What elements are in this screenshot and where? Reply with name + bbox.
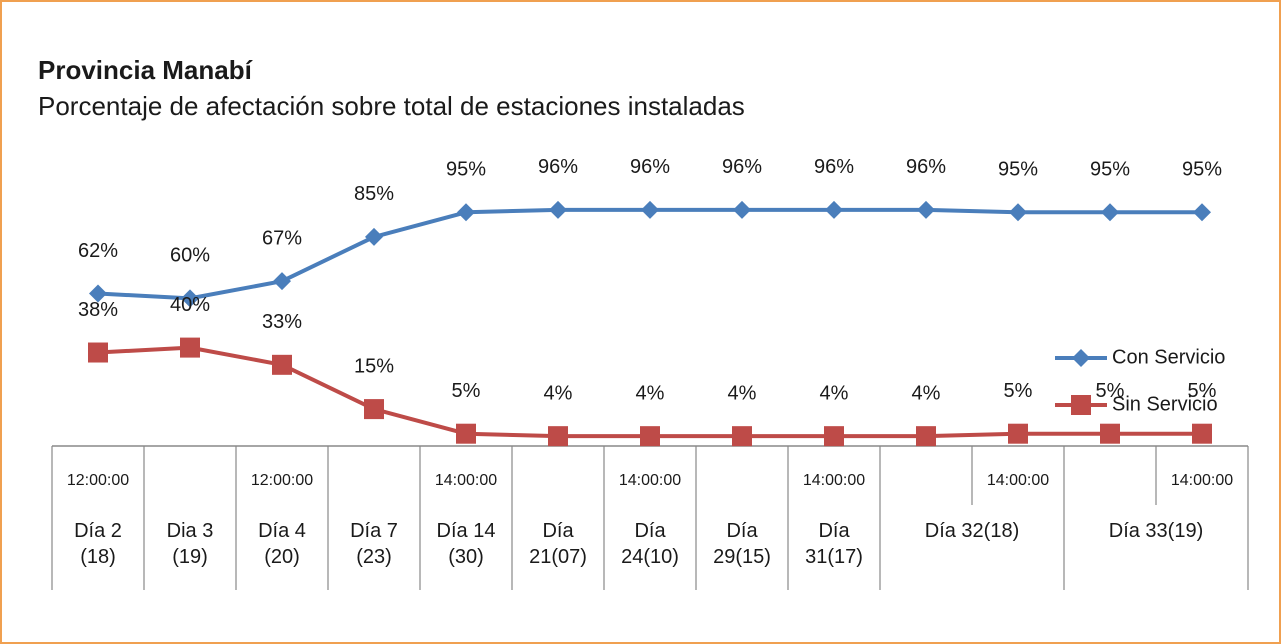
data-point	[825, 200, 843, 219]
x-group-label: Día 4 (20)	[258, 520, 306, 568]
data-label: 5%	[452, 380, 481, 402]
data-point	[272, 354, 292, 375]
data-point	[917, 200, 935, 219]
series-line	[97, 207, 1202, 301]
data-point	[273, 272, 291, 291]
x-group-label: Día 2 (18)	[74, 520, 122, 568]
data-label: 96%	[906, 156, 946, 178]
x-tick-label: 14:00:00	[434, 472, 498, 489]
data-point	[180, 337, 200, 358]
x-tick-label: 14:00:00	[1170, 472, 1234, 489]
data-label: 4%	[912, 382, 941, 404]
data-label: 96%	[722, 156, 762, 178]
data-point	[1008, 423, 1028, 444]
data-point	[733, 200, 751, 219]
x-group-label: Dia 3 (19)	[166, 520, 214, 568]
data-point	[1009, 203, 1027, 222]
data-label: 96%	[814, 156, 854, 178]
data-label: 95%	[446, 159, 486, 181]
data-label: 4%	[728, 382, 757, 404]
data-point	[1193, 203, 1211, 222]
chart-title: Provincia Manabí	[38, 55, 253, 85]
legend-marker	[1071, 395, 1091, 415]
data-point	[548, 426, 568, 447]
data-label: 15%	[354, 355, 394, 377]
x-group-label: Día 7 (23)	[350, 520, 398, 568]
data-label: 96%	[630, 156, 670, 178]
data-point	[824, 426, 844, 447]
data-label: 4%	[636, 382, 665, 404]
x-tick-label: 14:00:00	[618, 472, 682, 489]
data-label: 5%	[1096, 380, 1125, 402]
data-label: 60%	[170, 245, 210, 267]
x-group-label: Día 14 (30)	[436, 520, 496, 568]
data-point	[88, 342, 108, 363]
data-label: 95%	[1182, 159, 1222, 181]
legend-marker	[1072, 349, 1090, 367]
data-point	[1101, 203, 1119, 222]
data-point	[1100, 423, 1120, 444]
data-label: 96%	[538, 156, 578, 178]
data-label: 62%	[78, 240, 118, 262]
x-group-label: Día 32(18)	[924, 520, 1020, 542]
data-label: 5%	[1188, 380, 1217, 402]
data-label: 33%	[262, 311, 302, 333]
x-tick-label: 12:00:00	[66, 472, 130, 489]
data-point	[365, 227, 383, 246]
data-label: 40%	[170, 294, 210, 316]
data-point	[456, 423, 476, 444]
data-label: 95%	[998, 159, 1038, 181]
data-point	[457, 203, 475, 222]
x-group-label: Día 24(10)	[621, 520, 679, 568]
data-point	[1192, 423, 1212, 444]
legend-label: Con Servicio	[1112, 346, 1225, 368]
x-tick-label: 14:00:00	[986, 472, 1050, 489]
x-group-label: Día 29(15)	[713, 520, 771, 568]
data-label: 38%	[78, 299, 118, 321]
data-label: 85%	[354, 183, 394, 205]
data-point	[732, 426, 752, 447]
chart-subtitle: Porcentaje de afectación sobre total de …	[38, 91, 745, 121]
x-group-label: Día 33(19)	[1108, 520, 1204, 542]
data-label: 95%	[1090, 159, 1130, 181]
data-label: 4%	[820, 382, 849, 404]
x-group-label: Día 21(07)	[529, 520, 587, 568]
data-point	[364, 399, 384, 420]
data-point	[181, 289, 199, 308]
x-tick-label: 14:00:00	[802, 472, 866, 489]
data-label: 67%	[262, 227, 302, 249]
data-label: 4%	[544, 382, 573, 404]
data-point	[549, 200, 567, 219]
data-label: 5%	[1004, 380, 1033, 402]
data-point	[916, 426, 936, 447]
x-tick-label: 12:00:00	[250, 472, 314, 489]
legend-label: Sin Servicio	[1112, 393, 1218, 415]
data-point	[89, 284, 107, 303]
x-group-label: Día 31(17)	[805, 520, 863, 568]
data-point	[640, 426, 660, 447]
data-point	[641, 200, 659, 219]
